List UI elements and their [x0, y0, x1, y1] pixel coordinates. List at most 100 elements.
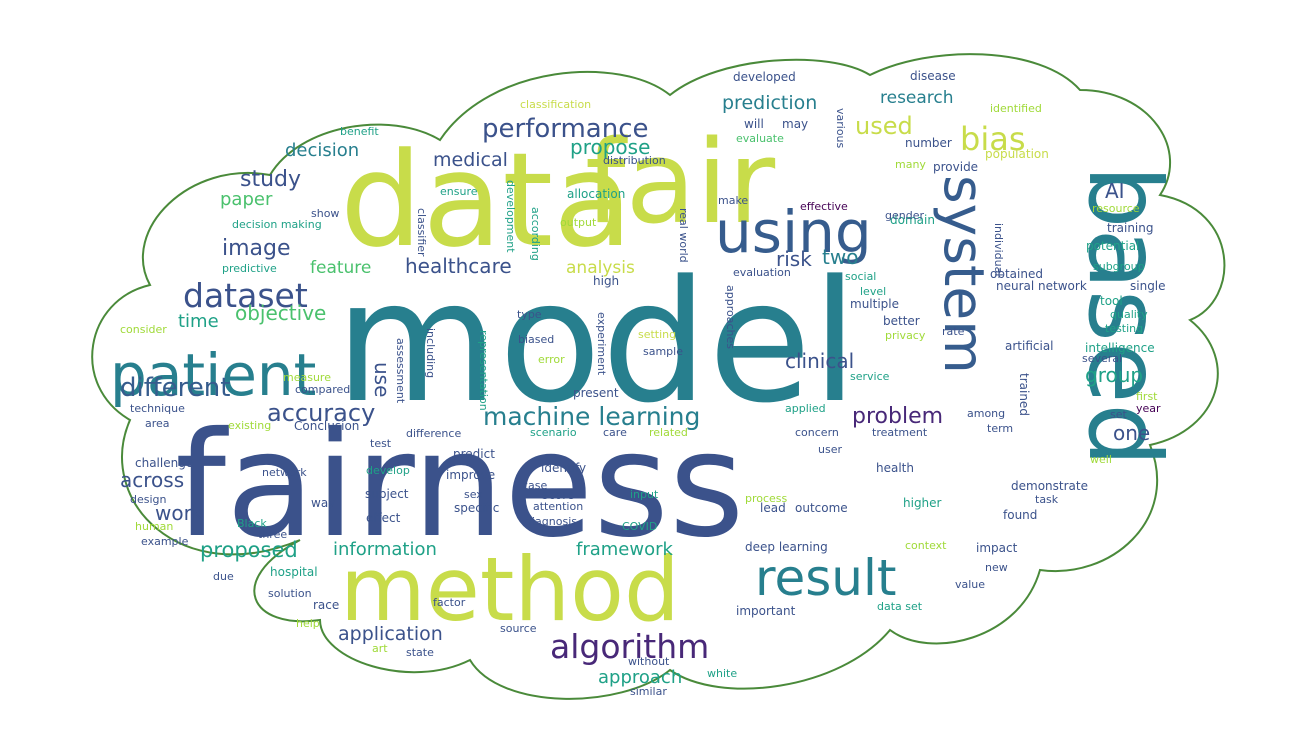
- word-challenge: challenge: [135, 456, 193, 470]
- word-approaches: approaches: [724, 285, 737, 349]
- word-sample: sample: [643, 345, 683, 358]
- word-example: example: [141, 535, 189, 548]
- word-disease: disease: [910, 69, 956, 83]
- word-scenario: scenario: [530, 426, 577, 439]
- word-white: white: [707, 667, 737, 680]
- word-found: found: [1003, 508, 1037, 522]
- word-network: network: [262, 466, 307, 479]
- word-privacy: privacy: [885, 329, 926, 342]
- word-information: information: [333, 539, 437, 560]
- cloud-outline: [91, 53, 1226, 700]
- word-potential: potential: [1086, 239, 1139, 253]
- word-provide: provide: [933, 160, 978, 174]
- word-specific: specific: [454, 501, 499, 515]
- word-score: score: [542, 488, 574, 502]
- word-way: way: [311, 496, 335, 510]
- word-race: race: [313, 598, 339, 612]
- word-real-world: real world: [677, 208, 690, 263]
- word-output: output: [560, 216, 597, 229]
- word-use: use: [370, 362, 394, 397]
- word-various: various: [834, 108, 847, 149]
- word-biased: biased: [518, 333, 554, 346]
- word-image: image: [222, 236, 291, 261]
- word-work: work: [155, 501, 204, 525]
- word-applied: applied: [785, 402, 826, 415]
- word-compared: compared: [295, 383, 350, 396]
- word-quality: quality: [1110, 308, 1148, 321]
- word-system: system: [932, 175, 996, 374]
- word-among: among: [967, 407, 1005, 420]
- word-help: help: [296, 617, 320, 630]
- word-classifier: classifier: [415, 208, 428, 257]
- word-type: type: [517, 308, 542, 321]
- word-distribution: distribution: [603, 154, 666, 167]
- word-across: across: [120, 468, 184, 492]
- word-including: including: [424, 328, 437, 378]
- word-source: source: [500, 622, 537, 635]
- word-domain: domain: [890, 213, 935, 227]
- word-year: year: [1136, 402, 1161, 415]
- word-demonstrate: demonstrate: [1011, 479, 1088, 493]
- word-related: related: [649, 426, 688, 439]
- word-bias: bias: [960, 120, 1025, 158]
- word-algorithm: algorithm: [550, 627, 709, 666]
- word-gender: gender: [885, 209, 924, 222]
- word-used: used: [855, 112, 913, 140]
- word-experiment: experiment: [595, 312, 608, 376]
- word-subject: subject: [365, 487, 409, 501]
- word-decision-making: decision making: [232, 218, 322, 231]
- word-impact: impact: [976, 541, 1018, 555]
- word-without: without: [628, 655, 670, 668]
- word-fair: fair: [585, 116, 776, 250]
- word-effective: effective: [800, 200, 848, 213]
- word-error: error: [538, 353, 565, 366]
- word-will: will: [744, 117, 764, 131]
- word-similar: similar: [630, 685, 667, 698]
- word-high: high: [593, 274, 619, 288]
- word-analysis: analysis: [566, 258, 635, 278]
- word-hospital: hospital: [270, 565, 318, 579]
- word-one: one: [1113, 421, 1150, 445]
- word-many: many: [895, 158, 926, 171]
- word-ai: AI: [1105, 179, 1125, 203]
- word-service: service: [850, 370, 890, 383]
- word-decision: decision: [285, 140, 359, 161]
- word-trained: trained: [1017, 373, 1031, 416]
- word-difference: difference: [406, 427, 461, 440]
- word-attention: attention: [533, 500, 583, 513]
- word-testing: testing: [1105, 322, 1143, 335]
- word-factor: factor: [433, 596, 466, 609]
- word-black: Black: [237, 517, 267, 530]
- word-area: area: [145, 417, 170, 430]
- word-approach: approach: [598, 667, 682, 688]
- word-value: value: [955, 578, 985, 591]
- word-conclusion: Conclusion: [294, 419, 359, 433]
- word-classification: classification: [520, 98, 591, 111]
- word-representation: representation: [477, 330, 490, 411]
- word-based: based: [1066, 165, 1183, 467]
- word-first: first: [1136, 390, 1158, 403]
- word-process: process: [745, 492, 788, 505]
- word-health: health: [876, 461, 914, 475]
- word-art: art: [372, 642, 388, 655]
- word-state: state: [406, 646, 434, 659]
- word-rate: rate: [942, 325, 965, 338]
- word-new: new: [985, 561, 1008, 574]
- word-data-set: data set: [877, 600, 923, 613]
- word-subgroup: subgroup: [1093, 260, 1145, 273]
- word-resource: resource: [1092, 202, 1140, 215]
- word-test: test: [370, 437, 392, 450]
- word-individual: individual: [992, 223, 1005, 276]
- word-may: may: [782, 117, 808, 131]
- word-method: method: [340, 538, 680, 641]
- word-neural-network: neural network: [996, 279, 1087, 293]
- word-feature: feature: [310, 258, 371, 278]
- word-outcome: outcome: [795, 501, 848, 515]
- word-population: population: [985, 147, 1049, 161]
- word-social: social: [845, 270, 876, 283]
- word-measure: measure: [283, 371, 331, 384]
- word-machine-learning: machine learning: [483, 402, 700, 431]
- word-case: case: [522, 479, 548, 492]
